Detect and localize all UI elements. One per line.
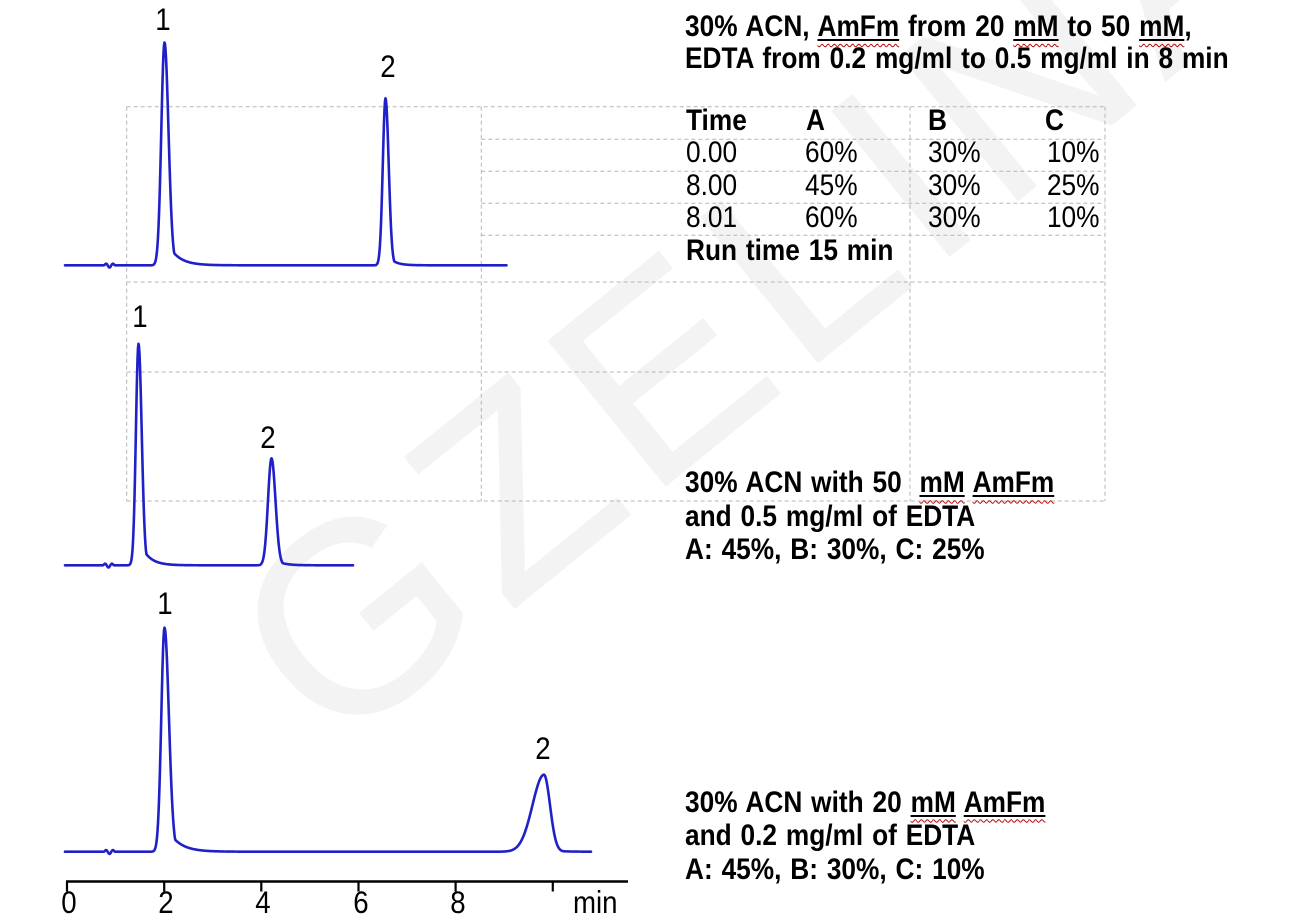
chromatogram-trace-3	[63, 626, 593, 856]
underlined-word: AmFm	[973, 466, 1055, 499]
underlined-word: mM	[1013, 10, 1058, 43]
text-line: and 0.5 mg/ml of EDTA	[685, 499, 976, 533]
table-cell-time-2: 8.01	[686, 201, 738, 235]
table-header-b: B	[928, 103, 947, 137]
x-axis-unit: min	[573, 884, 618, 920]
peak-label-2-2: 2	[259, 419, 276, 456]
table-header-c: C	[1044, 103, 1064, 137]
table-cell-time-1: 8.00	[686, 168, 738, 202]
peak-label-3-1: 1	[156, 585, 173, 622]
text-line: A: 45%, B: 30%, C: 10%	[685, 852, 985, 886]
chromatogram-trace-2	[63, 342, 355, 569]
text-line: EDTA from 0.2 mg/ml to 0.5 mg/ml in 8 mi…	[685, 42, 1229, 76]
underlined-word: AmFm	[964, 786, 1046, 819]
peak-label-2-1: 1	[132, 298, 148, 335]
peak-label-1-1: 1	[154, 0, 171, 37]
table-cell-a-0: 60%	[805, 135, 858, 169]
table-cell-c-0: 10%	[1046, 135, 1100, 169]
spellcheck-squiggle-word: AmFm	[963, 785, 1046, 819]
text-line: 30% ACN, AmFm from 20 mM to 50 mM,	[685, 10, 1192, 44]
annotation-50mM: 30% ACN with 50 mM AmFm and 0.5 mg/ml of …	[685, 466, 1054, 567]
text-line: 30% ACN with 20 mM AmFm	[685, 785, 1046, 819]
dashed-gridlines	[126, 106, 1106, 502]
x-axis-label-6: 6	[352, 884, 369, 920]
table-cell-b-1: 30%	[928, 168, 981, 202]
table-cell-a-2: 60%	[805, 201, 858, 235]
table-cell-b-2: 30%	[928, 201, 981, 235]
spellcheck-squiggle-word: AmFm	[817, 10, 900, 44]
table-cell-c-1: 25%	[1046, 168, 1100, 202]
table-cell-b-0: 30%	[928, 135, 981, 169]
spellcheck-squiggle-word: mM	[1139, 10, 1185, 44]
underlined-word: AmFm	[817, 10, 899, 43]
annotation-20mM: 30% ACN with 20 mM AmFm and 0.2 mg/ml of …	[685, 786, 1045, 887]
text-line: 30% ACN with 50 mM AmFm	[685, 466, 1055, 500]
table-cell-c-2: 10%	[1046, 201, 1100, 235]
x-axis-label-2: 2	[158, 884, 174, 920]
table-cell-a-1: 45%	[805, 168, 858, 202]
underlined-word: mM	[911, 786, 956, 819]
underlined-word: mM	[919, 466, 964, 499]
x-axis-label-8: 8	[449, 884, 466, 920]
spellcheck-squiggle-word: mM	[910, 785, 956, 819]
spellcheck-squiggle-word: AmFm	[972, 466, 1055, 500]
text-line: and 0.2 mg/ml of EDTA	[685, 819, 976, 852]
table-header-time: Time	[686, 103, 747, 137]
x-axis-label-4: 4	[255, 884, 271, 920]
time-axis	[65, 880, 628, 892]
spellcheck-squiggle-word: mM	[919, 466, 965, 500]
chromatogram-traces	[63, 41, 593, 856]
chromatogram-trace-1	[63, 41, 508, 269]
table-header-a: A	[806, 103, 825, 137]
spellcheck-squiggle-word: mM	[1013, 10, 1059, 44]
table-cell-time-0: 0.00	[686, 135, 738, 169]
text-line: A: 45%, B: 30%, C: 25%	[685, 533, 985, 567]
table-footer-runtime: Run time 15 min	[686, 234, 894, 267]
title-conditions: 30% ACN, AmFm from 20 mM to 50 mM, EDTA f…	[685, 11, 1229, 75]
x-axis-label-0: 0	[61, 884, 77, 920]
peak-label-1-2: 2	[380, 47, 396, 84]
underlined-word: mM	[1139, 10, 1184, 43]
peak-label-3-2: 2	[535, 729, 551, 766]
